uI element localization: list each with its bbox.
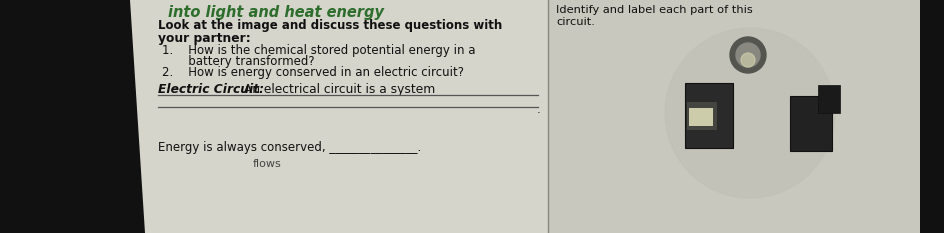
Circle shape [741,53,755,67]
FancyBboxPatch shape [685,83,733,148]
Circle shape [665,28,835,198]
Text: Look at the image and discuss these questions with: Look at the image and discuss these ques… [158,19,502,32]
FancyBboxPatch shape [687,102,717,130]
Text: Electric Circuit:: Electric Circuit: [158,83,264,96]
Text: 1.    How is the chemical stored potential energy in a: 1. How is the chemical stored potential … [162,44,476,57]
Polygon shape [130,0,548,233]
Text: Identify and label each part of this: Identify and label each part of this [556,5,752,15]
Polygon shape [548,0,920,233]
FancyBboxPatch shape [818,85,840,113]
Text: An electrical circuit is a system ______: An electrical circuit is a system ______ [240,83,476,96]
FancyBboxPatch shape [689,108,713,126]
Text: battery transformed?: battery transformed? [162,55,314,68]
Text: into light and heat energy: into light and heat energy [168,5,384,20]
Text: circuit.: circuit. [556,17,595,27]
Text: .: . [537,103,541,116]
Text: your partner:: your partner: [158,32,251,45]
Circle shape [730,37,766,73]
Text: Energy is always conserved, _______________.: Energy is always conserved, ____________… [158,141,421,154]
Text: flows: flows [253,159,281,169]
Text: 2.    How is energy conserved in an electric circuit?: 2. How is energy conserved in an electri… [162,66,464,79]
Circle shape [736,43,760,67]
FancyBboxPatch shape [790,96,832,151]
